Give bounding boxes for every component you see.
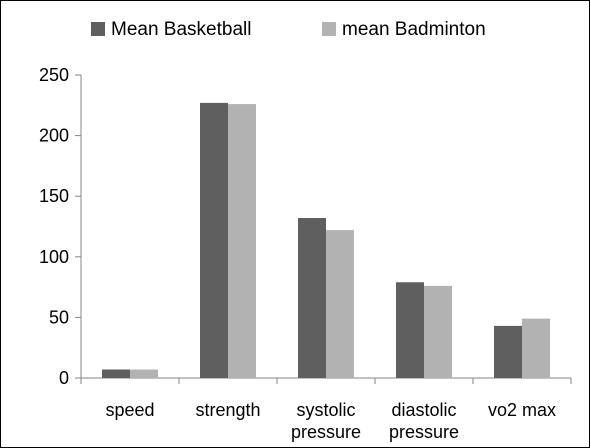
bar-badminton xyxy=(228,104,256,378)
x-category-label: diastolic xyxy=(391,400,456,420)
x-category-label: pressure xyxy=(389,422,459,442)
legend-swatch xyxy=(91,22,105,36)
bars xyxy=(102,102,550,378)
bar-badminton xyxy=(522,318,550,378)
legend-label: Mean Basketball xyxy=(111,19,251,40)
bar-basketball xyxy=(494,325,522,378)
bar-basketball xyxy=(102,369,130,378)
bar-badminton xyxy=(424,285,452,378)
x-category-label: strength xyxy=(195,400,260,420)
x-category-label: systolic xyxy=(296,400,355,420)
x-category-label: vo2 max xyxy=(488,400,556,420)
legend-label: mean Badminton xyxy=(342,19,486,40)
x-category-label: speed xyxy=(105,400,154,420)
bar-basketball xyxy=(396,282,424,378)
bar-badminton xyxy=(326,230,354,378)
y-tick-label: 100 xyxy=(39,247,69,267)
x-axis: speed strength systolicpressurediastolicpr… xyxy=(80,377,572,442)
y-tick-label: 200 xyxy=(39,126,69,146)
y-tick-label: 250 xyxy=(39,65,69,85)
y-tick-label: 150 xyxy=(39,186,69,206)
bar-basketball xyxy=(200,102,228,378)
y-axis: 0 50 100 150 200 250 xyxy=(39,65,82,388)
y-tick-label: 50 xyxy=(49,307,69,327)
legend-swatch xyxy=(322,22,336,36)
y-tick-label: 0 xyxy=(59,368,69,388)
x-category-label: pressure xyxy=(291,422,361,442)
bar-basketball xyxy=(298,218,326,378)
legend: Mean Basketball mean Badminton xyxy=(91,19,486,40)
bar-badminton xyxy=(130,369,158,378)
